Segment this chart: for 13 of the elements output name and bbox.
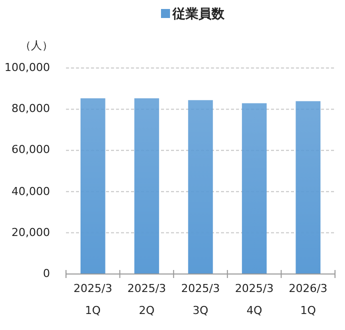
x-tick-label: 2025/3 2Q (126, 281, 168, 319)
x-tick-label: 2026/3 1Q (288, 281, 328, 319)
legend-label: 従業員数 (172, 7, 224, 22)
y-tick-label: 0 (43, 267, 50, 280)
y-tick-label: 40,000 (12, 184, 50, 198)
y-tick-label: 20,000 (12, 226, 50, 239)
y-tick-label: 60,000 (12, 143, 50, 156)
y-axis-title: （人） (20, 38, 53, 53)
x-tick-label: 2025/3 1Q (72, 281, 114, 319)
x-tick-label: 2025/3 3Q (180, 281, 221, 319)
y-tick-label: 80,000 (12, 102, 50, 116)
y-tick-label: 100,000 (4, 61, 50, 74)
x-tick-label: 2025/3 4Q (234, 281, 275, 319)
